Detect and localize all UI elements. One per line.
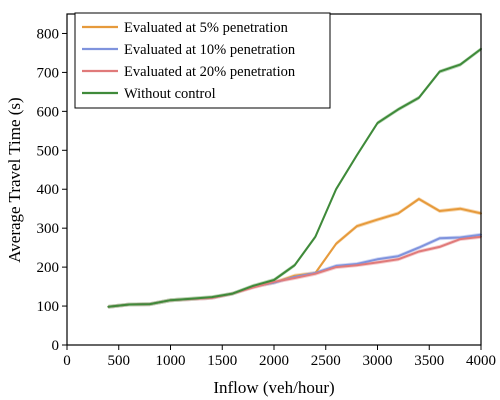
y-tick-label: 100 [37,299,60,315]
y-tick-label: 600 [37,104,60,120]
y-tick-label: 500 [37,143,60,159]
series-line-without-control [107,48,482,308]
y-tick-label: 800 [37,26,60,42]
series-lines [107,48,482,308]
y-axis-ticks: 0 100 200 300 400 500 600 700 800 [37,26,67,354]
y-tick-label: 400 [37,182,60,198]
x-tick-label: 4000 [466,353,496,369]
legend-label: Without control [124,86,216,102]
x-tick-label: 0 [63,353,71,369]
x-tick-label: 500 [108,353,131,369]
legend-label: Evaluated at 20% penetration [124,64,296,80]
y-tick-label: 0 [52,338,60,354]
x-axis-ticks: 0 500 1000 1500 2000 2500 3000 3500 4000 [63,345,496,369]
x-tick-label: 1500 [207,353,237,369]
band-evaluated-at-5-penetration [108,197,482,309]
x-tick-label: 3500 [414,353,444,369]
x-tick-label: 1000 [156,353,186,369]
x-tick-label: 3000 [363,353,393,369]
x-tick-label: 2500 [311,353,341,369]
x-tick-label: 2000 [259,353,289,369]
legend: Evaluated at 5% penetration Evaluated at … [74,12,331,109]
y-tick-label: 300 [37,221,60,237]
legend-label: Evaluated at 10% penetration [124,42,296,58]
series-line-evaluated-at-5-penetration [107,198,482,308]
x-axis-title: Inflow (veh/hour) [213,378,334,397]
y-axis-title: Average Travel Time (s) [5,97,24,262]
legend-label: Evaluated at 5% penetration [124,20,289,36]
series-line-evaluated-at-20-penetration [107,235,482,308]
y-tick-label: 200 [37,260,60,276]
series-line-evaluated-at-10-penetration [107,233,482,308]
y-tick-label: 700 [37,65,60,81]
